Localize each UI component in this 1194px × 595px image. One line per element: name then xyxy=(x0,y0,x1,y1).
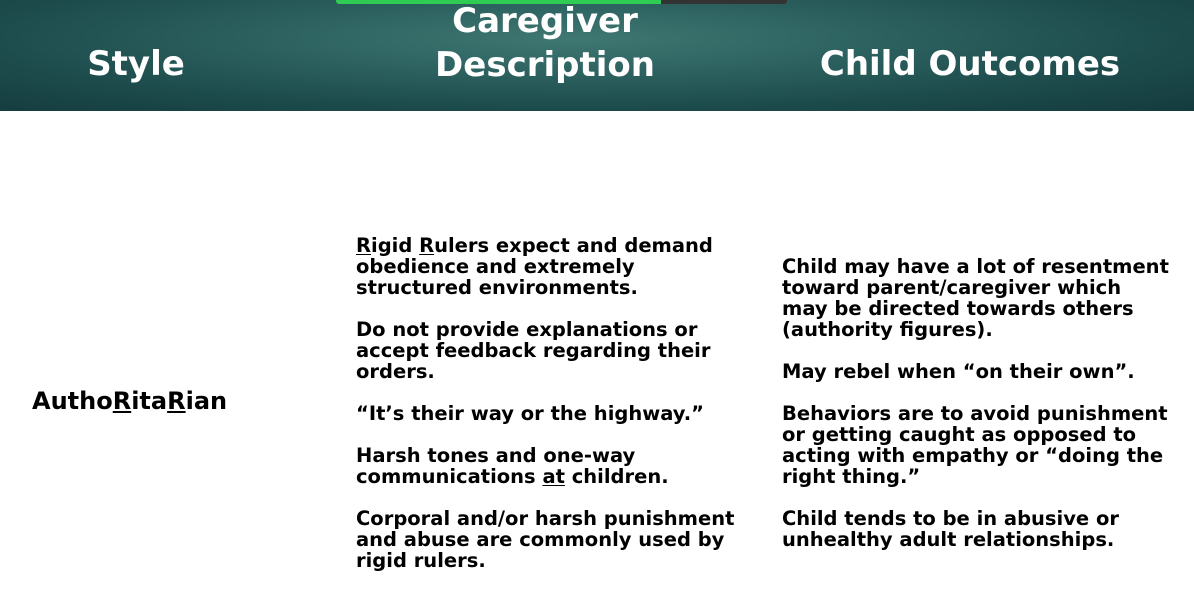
description-paragraph: Corporal and/or harsh punishment and abu… xyxy=(356,507,735,572)
outcome-paragraph: Child may have a lot of resentment towar… xyxy=(782,255,1169,341)
outcome-paragraph: Child tends to be in abusive or unhealth… xyxy=(782,507,1119,551)
progress-bar-fill xyxy=(336,0,661,4)
header-style: Style xyxy=(87,44,185,84)
style-name: AuthoRitaRian xyxy=(32,387,228,415)
header-child-outcomes: Child Outcomes xyxy=(819,44,1121,84)
outcome-paragraph: Behaviors are to avoid punishment or get… xyxy=(782,402,1168,488)
presentation-progress-bar xyxy=(336,0,787,4)
caregiver-description-column: Rigid Rulers expect and demand obedience… xyxy=(356,235,776,571)
outcome-paragraph: May rebel when “on their own”. xyxy=(782,360,1135,383)
description-paragraph: Harsh tones and one-way communications a… xyxy=(356,444,669,488)
description-paragraph: Rigid Rulers expect and demand obedience… xyxy=(356,234,713,299)
table-header: Style Caregiver Description Child Outcom… xyxy=(0,0,1194,111)
header-caregiver-line2: Description xyxy=(435,45,655,85)
description-paragraph: “It’s their way or the highway.” xyxy=(356,402,704,425)
header-caregiver-description: Caregiver Description xyxy=(410,0,680,87)
description-paragraph: Do not provide explanations or accept fe… xyxy=(356,318,711,383)
header-caregiver-line1: Caregiver xyxy=(452,1,638,41)
child-outcomes-column: Child may have a lot of resentment towar… xyxy=(782,256,1194,550)
